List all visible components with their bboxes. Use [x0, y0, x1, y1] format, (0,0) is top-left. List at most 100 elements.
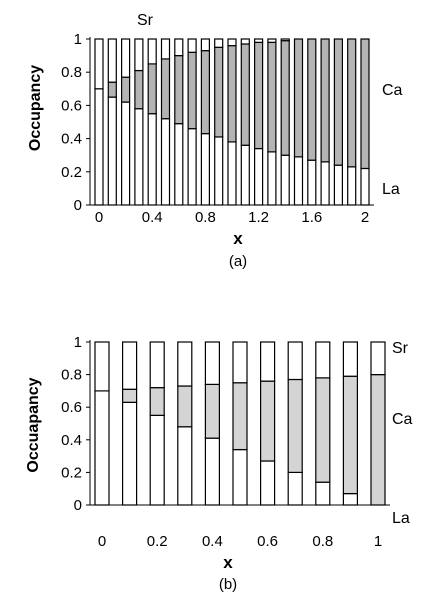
x-tick-label: 1.2	[248, 209, 269, 226]
bar-segment-sr	[254, 38, 264, 43]
bar-segment-la	[267, 151, 277, 206]
bar-segment-sr	[177, 341, 193, 387]
bar-segment-la	[347, 166, 357, 206]
bar-segment-sr	[232, 341, 248, 384]
series-label-ca: Ca	[392, 411, 413, 428]
bar-segment-la	[107, 96, 117, 206]
series-label-la: La	[382, 181, 400, 198]
bar-segment-la	[187, 128, 197, 206]
x-axis-label: x	[223, 553, 233, 572]
bar-segment-sr	[214, 38, 224, 48]
bar-segment-la	[149, 414, 165, 506]
y-tick-label: 0.8	[61, 367, 82, 384]
bar-segment-ca	[293, 38, 304, 158]
bar-segment-la	[120, 101, 131, 206]
bar-segment-sr	[160, 38, 171, 60]
bar-segment-sr	[370, 341, 386, 376]
x-axis-label: x	[233, 229, 243, 248]
bar-segment-sr	[227, 38, 237, 47]
y-tick-label: 0.8	[61, 64, 82, 81]
bar-segment-ca	[360, 38, 370, 170]
bar-segment-ca	[187, 51, 197, 130]
bar-segment-ca	[370, 374, 386, 506]
bar-segment-sr	[315, 341, 331, 379]
x-tick-label: 2	[361, 209, 369, 226]
y-tick-label: 0.4	[61, 432, 82, 449]
bar-segment-la	[342, 492, 358, 506]
x-tick-label: 0.8	[312, 533, 333, 550]
bar-segment-ca	[280, 40, 290, 156]
bar-segment-la	[121, 401, 138, 506]
bar-segment-ca	[107, 81, 117, 98]
bar-segment-ca	[260, 380, 276, 462]
bar-segment-la	[174, 123, 184, 206]
y-axis-label: Occuapancy	[25, 377, 42, 472]
bar-segment-sr	[260, 341, 276, 382]
y-tick-label: 0	[74, 197, 82, 214]
bar-segment-sr	[147, 38, 157, 65]
bar-segment-sr	[204, 341, 220, 385]
x-tick-label: 0.8	[195, 209, 216, 226]
y-axis-label: Occupancy	[27, 65, 44, 151]
bar-segment-ca	[347, 38, 357, 168]
bar-segment-la	[360, 167, 370, 206]
bar-segment-sr	[200, 38, 210, 52]
bar-segment-ca	[232, 382, 248, 451]
bar-segment-sr	[107, 38, 117, 83]
bar-segment-la	[94, 88, 104, 206]
bar-segment-ca	[134, 69, 144, 110]
x-tick-label: 0.4	[142, 209, 163, 226]
bar-segment-sr	[280, 38, 290, 42]
bar-segment-la	[232, 448, 248, 506]
bar-segment-la	[177, 426, 193, 506]
x-tick-label: 0.4	[202, 533, 223, 550]
bar-segment-la	[160, 118, 171, 206]
bar-segment-sr	[120, 38, 131, 78]
bar-segment-ca	[160, 58, 171, 120]
x-tick-label: 0.6	[257, 533, 278, 550]
bar-segment-ca	[267, 41, 277, 153]
bar-segment-ca	[254, 41, 264, 150]
y-tick-label: 1	[74, 334, 82, 351]
bar-segment-sr	[174, 38, 184, 57]
bar-segment-la	[307, 159, 317, 206]
bar-segment-ca	[227, 45, 237, 143]
y-tick-label: 0.6	[61, 399, 82, 416]
bar-segment-la	[227, 141, 237, 206]
x-tick-label: 1.6	[301, 209, 322, 226]
bar-segment-sr	[134, 38, 144, 72]
bar-segment-la	[287, 471, 303, 506]
bar-segment-la	[260, 460, 276, 506]
bar-segment-sr	[342, 341, 358, 377]
bar-segment-ca	[307, 38, 317, 161]
bar-segment-ca	[214, 46, 224, 138]
bar-segment-sr	[94, 341, 110, 392]
bar-segment-la	[333, 164, 343, 206]
y-tick-label: 1	[74, 31, 82, 48]
series-label-ca: Ca	[382, 82, 403, 99]
bar-segment-ca	[174, 54, 184, 125]
bar-segment-ca	[333, 38, 343, 166]
bar-segment-ca	[147, 63, 157, 115]
bar-segment-ca	[287, 378, 303, 473]
bar-segment-la	[147, 113, 157, 206]
chart-panel-b: Occuapancy x (b) Sr Ca La 0 0.2 0.4 0.6 0.8 1…	[25, 334, 413, 593]
bar-segment-la	[315, 481, 331, 506]
bar-segment-la	[134, 108, 144, 206]
bar-segment-sr	[94, 38, 104, 90]
chart-panel-a: Occupancy x (a) Sr Ca La 0 0.2 0.4 0.6 0.8 1 0…	[27, 12, 403, 270]
y-tick-label: 0	[74, 497, 82, 514]
x-tick-label: 0	[95, 209, 103, 226]
bar-segment-la	[293, 156, 304, 206]
panel-caption: (b)	[219, 576, 237, 593]
series-label-sr: Sr	[137, 12, 154, 29]
bar-segment-sr	[240, 38, 250, 45]
bar-segment-sr	[287, 341, 303, 381]
bar-segment-ca	[240, 43, 250, 146]
series-label-sr: Sr	[392, 340, 409, 357]
bar-segment-la	[204, 437, 220, 506]
bar-segment-la	[94, 390, 110, 506]
bar-segment-sr	[149, 341, 165, 389]
y-tick-label: 0.6	[61, 97, 82, 114]
